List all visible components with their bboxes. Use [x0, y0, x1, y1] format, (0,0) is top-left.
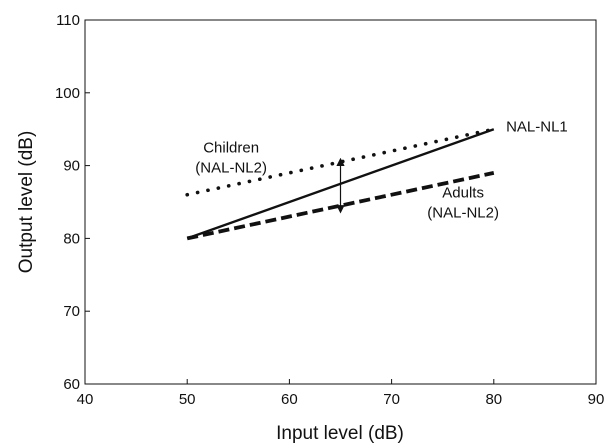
- y-tick-label: 90: [63, 158, 80, 175]
- x-axis-ticks: 40 50 60 70 80 90: [77, 379, 605, 408]
- annotation-line: (NAL-NL2): [195, 159, 267, 176]
- x-tick-label: 70: [383, 391, 400, 408]
- annotation-line: NAL-NL1: [506, 118, 568, 135]
- x-tick-label: 40: [77, 391, 94, 408]
- x-tick-label: 60: [281, 391, 298, 408]
- annotation-line: (NAL-NL2): [427, 205, 499, 222]
- annotation-label: Adults (NAL-NL2): [427, 185, 499, 222]
- annotation-label: NAL-NL1: [506, 118, 568, 135]
- x-tick-label: 80: [485, 391, 502, 408]
- x-axis-title: Input level (dB): [276, 423, 404, 444]
- annotation-line: Children: [203, 139, 259, 156]
- annotation-label: Children (NAL-NL2): [195, 139, 267, 176]
- y-tick-label: 80: [63, 230, 80, 247]
- x-tick-label: 50: [179, 391, 196, 408]
- y-tick-label: 110: [56, 12, 80, 29]
- y-tick-label: 100: [55, 85, 80, 102]
- annotation-line: Adults: [442, 185, 484, 202]
- x-tick-label: 90: [588, 391, 605, 408]
- y-tick-label: 70: [63, 303, 80, 320]
- y-axis-title: Output level (dB): [16, 131, 37, 274]
- y-tick-label: 60: [63, 376, 80, 393]
